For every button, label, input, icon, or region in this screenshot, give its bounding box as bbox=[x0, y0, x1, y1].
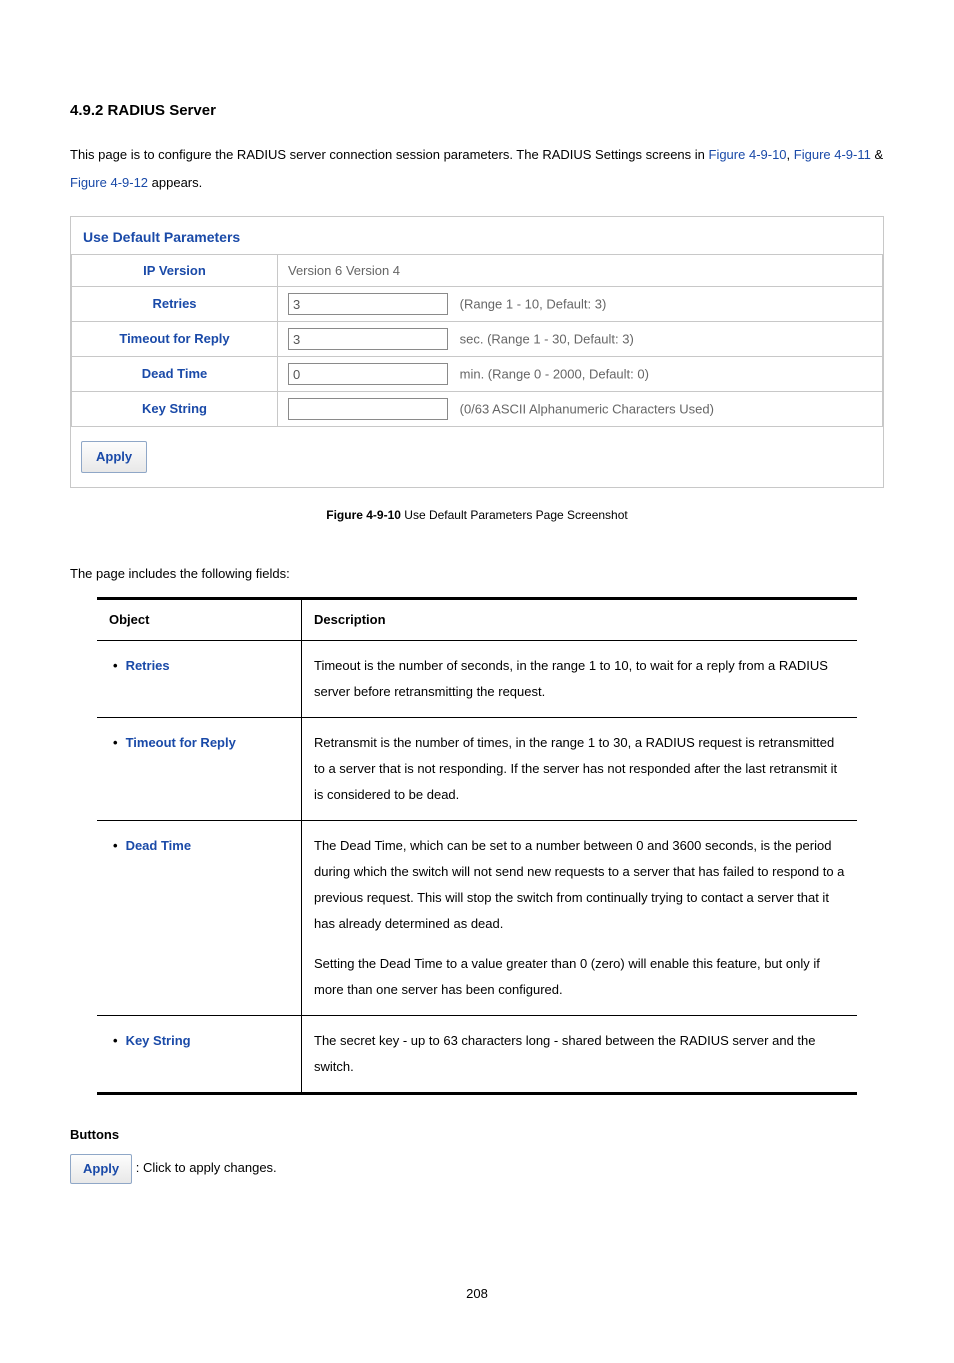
key-string-label: Key String bbox=[72, 392, 278, 427]
figure-link-1[interactable]: Figure 4-9-10 bbox=[709, 147, 787, 162]
ip-version-label: IP Version bbox=[72, 254, 278, 287]
obj-timeout: Timeout for Reply bbox=[126, 735, 236, 750]
figure-link-3[interactable]: Figure 4-9-12 bbox=[70, 175, 148, 190]
desc-key-string: The secret key - up to 63 characters lon… bbox=[302, 1015, 858, 1093]
retries-label: Retries bbox=[72, 287, 278, 322]
intro-paragraph: This page is to configure the RADIUS ser… bbox=[70, 141, 884, 198]
bullet-icon: • bbox=[113, 838, 118, 853]
description-table: Object Description • Retries Timeout is t… bbox=[97, 597, 857, 1095]
apply-description: : Click to apply changes. bbox=[136, 1160, 277, 1175]
key-string-input[interactable] bbox=[288, 398, 448, 420]
section-heading: 4.9.2 RADIUS Server bbox=[70, 100, 884, 123]
intro-sep2: & bbox=[871, 147, 883, 162]
form-table: IP Version Version 6 Version 4 Retries (… bbox=[71, 254, 883, 428]
figure-link-2[interactable]: Figure 4-9-11 bbox=[794, 147, 871, 162]
timeout-input[interactable] bbox=[288, 328, 448, 350]
intro-text: This page is to configure the RADIUS ser… bbox=[70, 147, 709, 162]
dead-time-hint: min. (Range 0 - 2000, Default: 0) bbox=[460, 367, 649, 382]
bullet-icon: • bbox=[113, 658, 118, 673]
bullet-icon: • bbox=[113, 1033, 118, 1048]
desc-dead-time-1: The Dead Time, which can be set to a num… bbox=[314, 833, 845, 937]
desc-retries: Timeout is the number of seconds, in the… bbox=[302, 640, 858, 717]
obj-retries: Retries bbox=[126, 658, 170, 673]
bullet-icon: • bbox=[113, 735, 118, 750]
desc-dead-time-2: Setting the Dead Time to a value greater… bbox=[314, 951, 845, 1003]
panel-title: Use Default Parameters bbox=[71, 217, 883, 254]
apply-button-sample[interactable]: Apply bbox=[70, 1154, 132, 1184]
fields-intro: The page includes the following fields: bbox=[70, 564, 884, 584]
page-number: 208 bbox=[70, 1284, 884, 1304]
key-string-hint: (0/63 ASCII Alphanumeric Characters Used… bbox=[460, 402, 714, 417]
obj-dead-time: Dead Time bbox=[126, 838, 192, 853]
timeout-label: Timeout for Reply bbox=[72, 322, 278, 357]
caption-bold: Figure 4-9-10 bbox=[326, 508, 401, 522]
desc-timeout: Retransmit is the number of times, in th… bbox=[302, 717, 858, 820]
default-parameters-panel: Use Default Parameters IP Version Versio… bbox=[70, 216, 884, 488]
header-object: Object bbox=[97, 599, 302, 641]
dead-time-label: Dead Time bbox=[72, 357, 278, 392]
retries-input[interactable] bbox=[288, 293, 448, 315]
ip-version-value: Version 6 Version 4 bbox=[278, 254, 883, 287]
retries-hint: (Range 1 - 10, Default: 3) bbox=[460, 297, 607, 312]
obj-key-string: Key String bbox=[126, 1033, 191, 1048]
caption-rest: Use Default Parameters Page Screenshot bbox=[401, 508, 628, 522]
buttons-heading: Buttons bbox=[70, 1125, 884, 1145]
dead-time-input[interactable] bbox=[288, 363, 448, 385]
apply-button[interactable]: Apply bbox=[81, 441, 147, 473]
figure-caption: Figure 4-9-10 Use Default Parameters Pag… bbox=[70, 506, 884, 524]
timeout-hint: sec. (Range 1 - 30, Default: 3) bbox=[460, 332, 634, 347]
header-description: Description bbox=[302, 599, 858, 641]
intro-post: appears. bbox=[148, 175, 202, 190]
intro-sep1: , bbox=[787, 147, 794, 162]
